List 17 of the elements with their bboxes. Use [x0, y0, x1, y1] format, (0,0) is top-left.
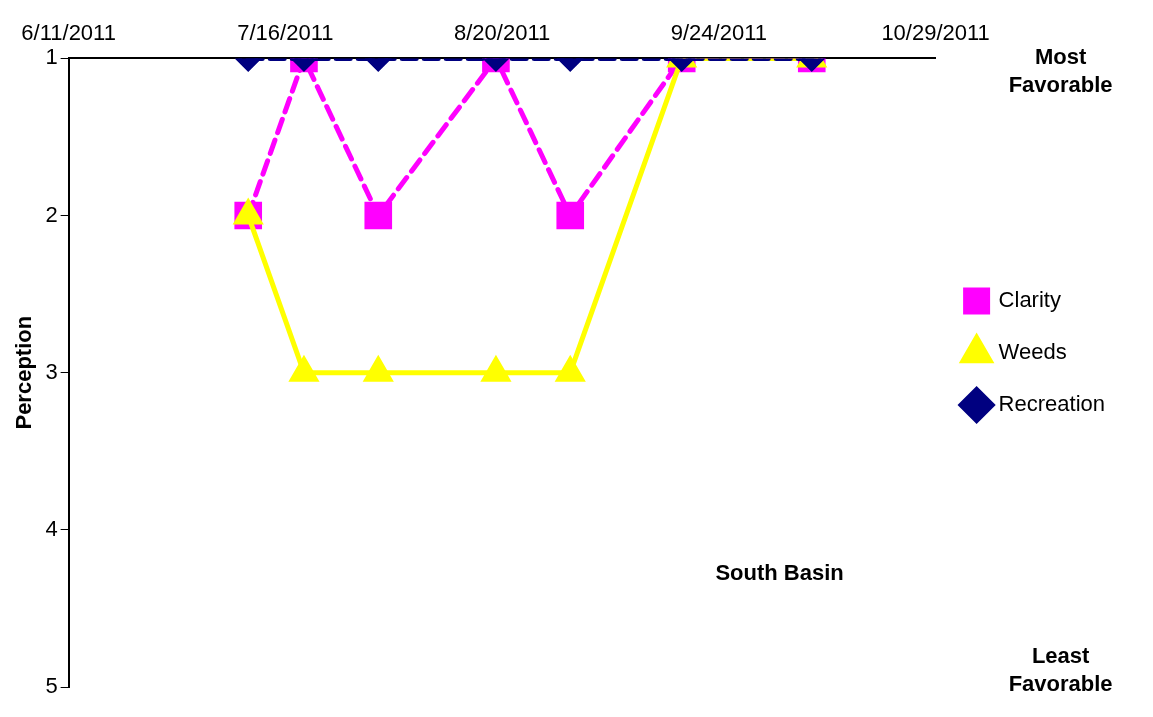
- x-tick-label: 10/29/2011: [881, 20, 990, 46]
- y-tick-label: 3: [45, 358, 58, 384]
- x-tick-label: 6/11/2011: [21, 20, 116, 46]
- text: Least Favorable: [1008, 643, 1113, 697]
- legend-label: Recreation: [998, 391, 1105, 417]
- x-tick-label: 9/24/2011: [670, 20, 767, 46]
- legend-label: Clarity: [998, 287, 1061, 313]
- x-tick-label: 7/16/2011: [237, 20, 334, 46]
- y-tick-label: 2: [45, 201, 58, 227]
- y-axis-title: Perception: [11, 315, 37, 430]
- x-tick-label: 8/20/2011: [454, 20, 551, 46]
- y-tick-label: 5: [45, 673, 58, 699]
- y-tick-label: 1: [45, 44, 58, 70]
- annotation: South Basin: [715, 559, 844, 585]
- text: Most Favorable: [1008, 44, 1113, 98]
- legend-label: Weeds: [998, 339, 1067, 365]
- y-tick-label: 4: [45, 515, 58, 541]
